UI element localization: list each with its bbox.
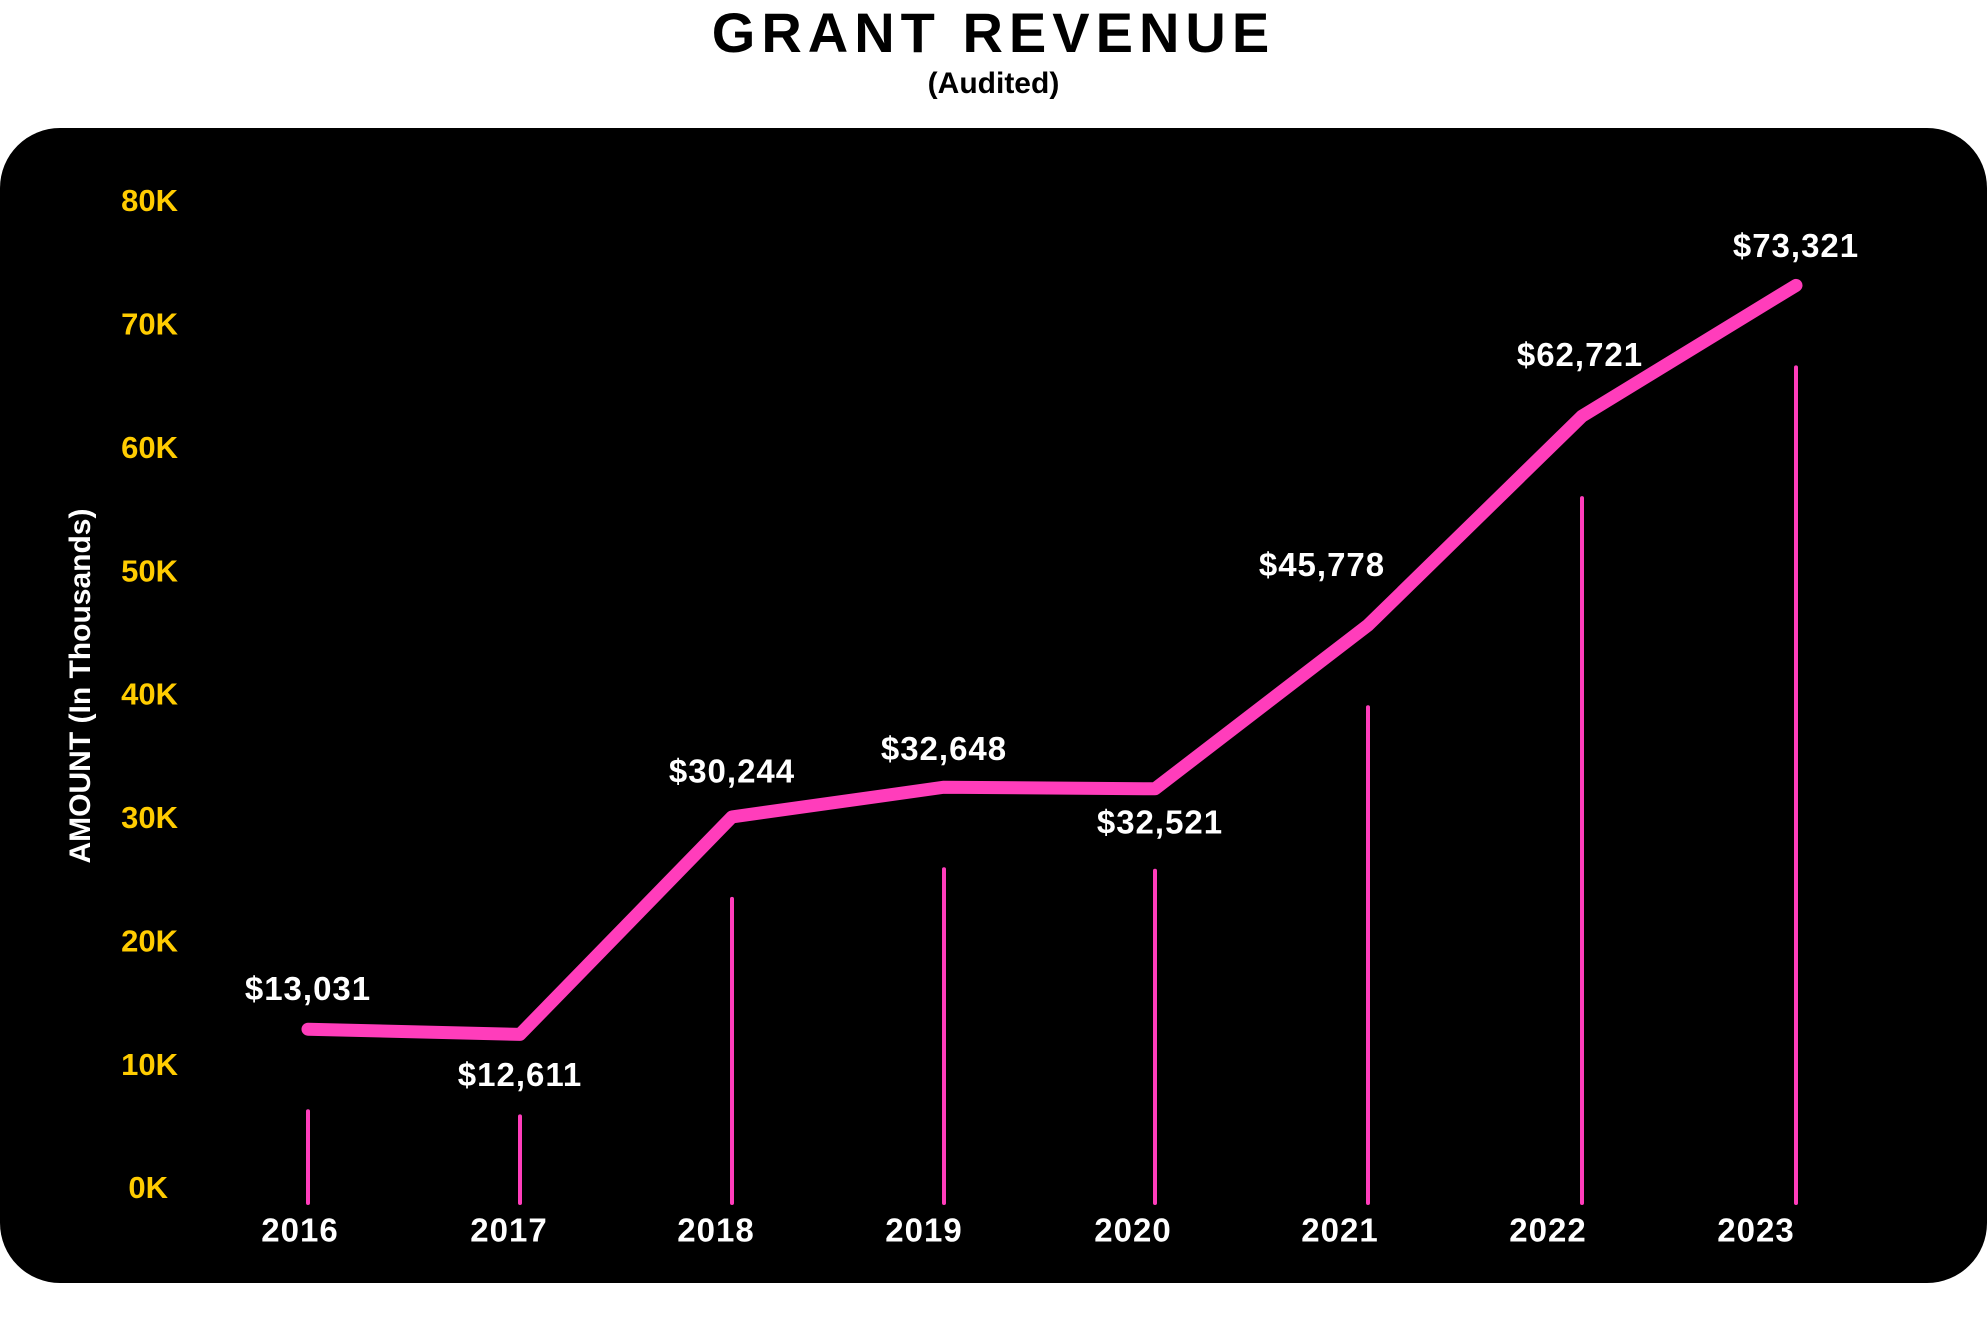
y-axis-ticks: 0K 10K 20K 30K 40K 50K 60K 70K 80K [121,183,178,1205]
y-axis-label: AMOUNT (In Thousands) [64,509,97,864]
y-tick-label: 30K [121,800,178,835]
data-label: $30,244 [669,753,795,790]
data-label: $73,321 [1733,227,1859,264]
data-label: $62,721 [1517,336,1643,373]
x-tick-label: 2016 [261,1212,338,1249]
data-label: $13,031 [245,970,371,1007]
x-tick-label: 2019 [885,1212,962,1249]
y-tick-label: 70K [121,307,178,342]
data-label: $32,648 [881,730,1007,767]
chart-subtitle: (Audited) [927,67,1060,100]
drop-lines [306,365,1798,1205]
y-tick-label: 10K [121,1047,178,1082]
chart-panel [0,128,1987,1283]
data-label: $32,521 [1097,803,1223,840]
data-labels: $13,031 $12,611 $30,244 $32,648 $32,521 $45,7… [245,227,1859,1093]
x-tick-label: 2021 [1301,1212,1378,1249]
data-label: $45,778 [1259,546,1385,583]
x-tick-label: 2022 [1509,1212,1586,1249]
y-tick-label: 80K [121,183,178,218]
y-tick-label: 20K [121,923,178,958]
y-tick-label: 50K [121,553,178,588]
x-tick-label: 2018 [677,1212,754,1249]
x-tick-label: 2020 [1094,1212,1171,1249]
y-tick-label: 60K [121,430,178,465]
series-line [301,278,1803,1041]
chart-title: GRANT REVENUE [711,1,1276,64]
x-tick-label: 2023 [1717,1212,1794,1249]
y-tick-label: 40K [121,677,178,712]
y-tick-label: 0K [128,1170,168,1205]
data-label: $12,611 [458,1056,582,1093]
x-axis-ticks: 2016 2017 2018 2019 2020 2021 2022 2023 [261,1212,1794,1249]
x-tick-label: 2017 [470,1212,547,1249]
